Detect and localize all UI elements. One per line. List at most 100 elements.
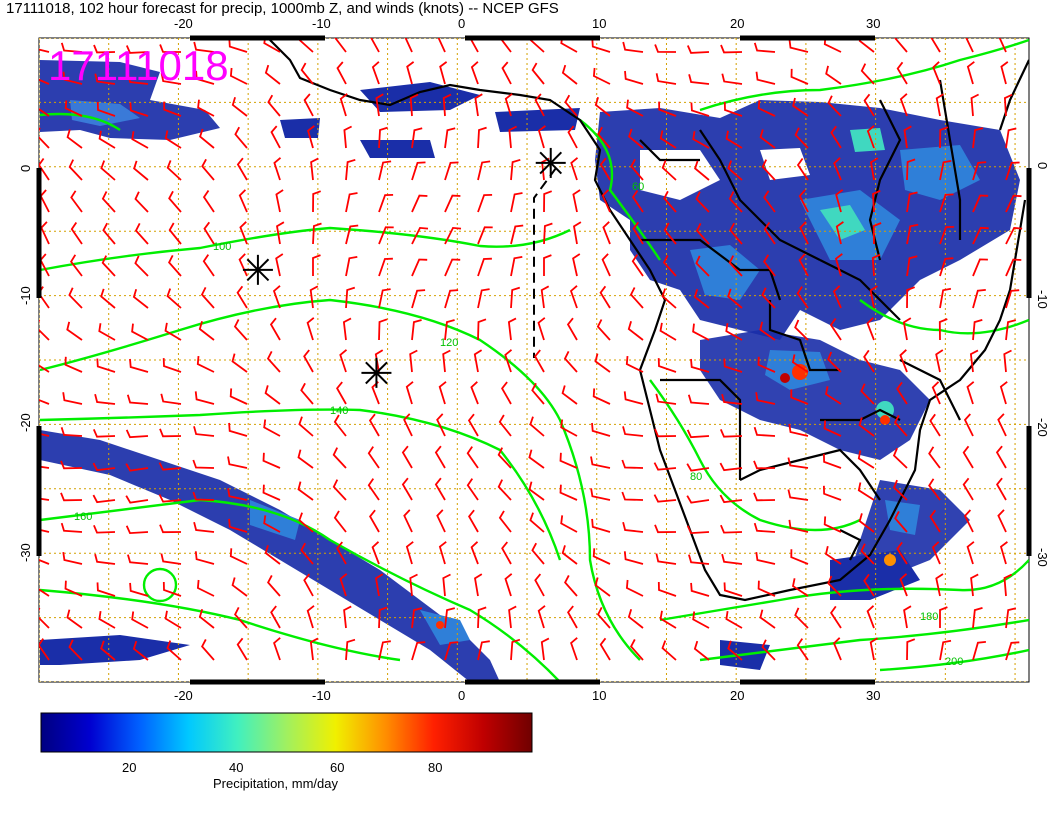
colorbar-tick: 60 — [330, 760, 345, 775]
wind-barb — [723, 358, 743, 373]
wind-barb — [39, 399, 50, 405]
wind-barb — [98, 610, 116, 629]
wind-barb — [438, 381, 447, 405]
wind-barb — [863, 93, 875, 117]
wind-barb — [590, 488, 611, 501]
wind-barb — [654, 44, 677, 53]
wind-barb — [628, 128, 644, 149]
wind-barb — [631, 189, 644, 213]
wind-barb — [870, 157, 879, 181]
wind-barb — [126, 394, 149, 405]
wind-barb — [334, 38, 347, 53]
wind-barb — [721, 553, 743, 565]
wind-barb — [969, 349, 979, 373]
wind-barb — [823, 420, 842, 437]
wind-barb — [866, 125, 875, 149]
wind-barb — [594, 97, 611, 117]
wind-barb — [273, 637, 281, 661]
wind-barb — [131, 323, 149, 341]
wind-barb — [790, 68, 809, 85]
wind-barb — [572, 189, 581, 213]
wind-barb — [129, 358, 149, 373]
wind-barb — [823, 453, 842, 469]
wind-barb — [1005, 226, 1023, 245]
wind-barb — [835, 221, 844, 245]
wind-barb — [66, 129, 83, 149]
wind-barb — [66, 609, 83, 629]
wind-barb — [439, 61, 448, 85]
wind-barb — [411, 289, 426, 309]
wind-barb — [477, 288, 490, 309]
wind-barb — [1005, 194, 1022, 213]
wind-barb — [866, 605, 875, 629]
wind-barb — [938, 318, 948, 341]
storm-markers — [242, 147, 566, 388]
wind-barb — [193, 426, 215, 437]
wind-barb — [931, 381, 941, 405]
wind-barb — [39, 588, 50, 597]
wind-barb — [872, 222, 882, 245]
wind-barb — [374, 349, 384, 373]
wind-barb — [125, 525, 149, 535]
wind-barb — [236, 157, 248, 181]
wind-barb — [796, 638, 809, 661]
wind-barb — [405, 541, 414, 565]
wind-barb — [160, 73, 182, 85]
wind-barb — [309, 285, 319, 309]
wind-barb — [999, 381, 1008, 405]
wind-barb — [563, 350, 578, 373]
wind-barb — [823, 516, 842, 533]
wind-barb — [621, 491, 644, 501]
wind-barb — [1003, 573, 1013, 597]
wind-barb — [894, 510, 908, 533]
wind-barb — [540, 285, 550, 309]
wind-barb — [234, 126, 248, 149]
wind-barb — [333, 414, 347, 437]
wind-barb — [510, 256, 523, 277]
wind-barb — [534, 573, 545, 597]
wind-barb — [687, 394, 710, 405]
wind-barb — [755, 71, 776, 85]
wind-barb — [508, 605, 517, 629]
wind-barb — [371, 61, 380, 85]
wind-barb — [276, 221, 285, 245]
wind-barb — [1005, 319, 1017, 341]
wind-barb — [508, 125, 518, 149]
wind-barb — [690, 358, 710, 373]
wind-barb — [721, 73, 743, 85]
wind-barb — [39, 286, 50, 309]
storm-marker — [361, 357, 392, 388]
wind-barb — [466, 478, 479, 501]
wind-barb — [94, 393, 116, 405]
wind-barb — [928, 478, 941, 501]
wind-barb — [621, 459, 644, 469]
wind-barb — [857, 482, 875, 501]
wind-barb — [935, 573, 944, 597]
wind-barb — [199, 128, 215, 149]
wind-barb — [162, 358, 182, 373]
wind-barb — [720, 524, 743, 534]
wind-barb — [273, 157, 282, 181]
wind-barb — [466, 446, 479, 469]
wind-barb — [39, 528, 50, 533]
wind-barb — [528, 481, 545, 501]
wind-barb — [860, 543, 875, 565]
wind-barb — [561, 385, 578, 405]
wind-barb — [929, 413, 941, 437]
wind-barb — [164, 610, 182, 629]
wind-barb — [404, 38, 413, 53]
wind-barb — [560, 419, 578, 437]
wind-barb — [931, 541, 941, 565]
wind-barb — [166, 160, 182, 181]
lat-label: 0 — [1035, 162, 1050, 169]
wind-barb — [559, 452, 578, 469]
colorbar-tick: 40 — [229, 760, 244, 775]
wind-barb — [657, 358, 677, 373]
wind-barb — [510, 286, 521, 309]
lat-label: -10 — [18, 286, 33, 305]
coastline-east — [998, 59, 1029, 131]
wind-barb — [686, 495, 710, 504]
wind-barb — [965, 38, 974, 53]
wind-barb — [601, 189, 611, 213]
wind-barb — [872, 189, 881, 213]
